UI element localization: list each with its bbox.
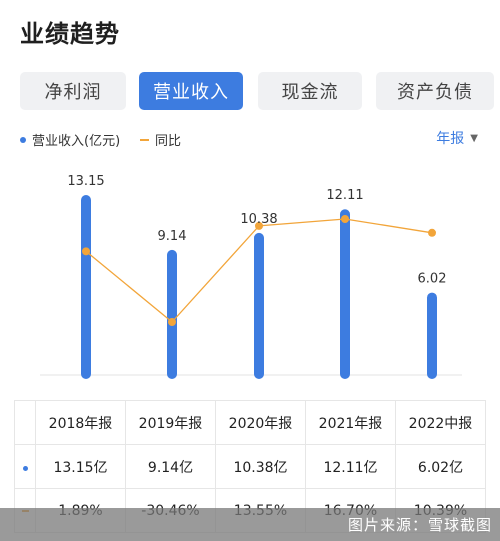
revenue-bar [254,232,264,379]
bar-value-label: 13.15 [67,174,104,189]
header-cell: 2019年报 [125,400,216,445]
caret-down-icon: ▼ [470,132,478,144]
tab-balance-sheet[interactable]: 资产负债 [376,72,494,110]
header-cell: 2020年报 [215,400,306,445]
table-header-row: 2018年报 2019年报 2020年报 2021年报 2022中报 [14,400,486,445]
header-cell: 2021年报 [305,400,396,445]
yoy-point [168,318,176,326]
period-label: 年报 [436,131,465,147]
image-source-label: 图片来源：雪球截图 [347,516,492,534]
yoy-point [255,221,263,230]
legend-yoy-label: 同比 [155,134,182,149]
yoy-point [82,247,90,256]
legend-yoy-marker-icon [140,138,149,141]
tab-cash-flow[interactable]: 现金流 [258,72,362,110]
period-selector[interactable]: 年报 ▼ [436,128,478,148]
image-source-banner: 图片来源：雪球截图 [0,508,500,541]
yoy-point [428,228,436,237]
revenue-bar [427,292,437,379]
yoy-points-group [82,215,436,326]
revenue-bar [81,195,91,379]
revenue-cell: 9.14亿 [125,444,216,489]
tab-revenue[interactable]: 营业收入 [139,72,243,110]
bar-value-label: 10.38 [240,212,277,227]
data-labels-group: 13.15 9.14 10.38 12.11 6.02 [67,174,446,287]
bar-value-label: 9.14 [158,229,187,244]
revenue-cell: 12.11亿 [305,444,396,489]
header-cell: 2022中报 [395,400,486,445]
metric-tabs: 净利润 营业收入 现金流 资产负债 [20,72,494,110]
bar-value-label: 12.11 [326,188,363,203]
legend-yoy: 同比 [140,130,181,149]
revenue-bar [340,209,350,379]
legend-revenue-marker-icon [20,136,26,143]
revenue-row-marker-icon [22,465,28,471]
revenue-bar [167,249,177,379]
bar-value-label: 6.02 [418,272,447,287]
revenue-chart: 13.15 9.14 10.38 12.11 6.02 [40,174,462,379]
legend-revenue-label: 营业收入(亿元) [32,134,121,149]
yoy-point [341,215,349,223]
legend-revenue: 营业收入(亿元) [20,130,120,149]
revenue-cell: 13.15亿 [35,444,126,489]
table-row-revenue: 13.15亿 9.14亿 10.38亿 12.11亿 6.02亿 [14,444,486,489]
header-cell: 2018年报 [35,400,126,445]
tab-net-profit[interactable]: 净利润 [20,72,126,110]
page-title: 业绩趋势 [20,20,120,48]
revenue-cell: 6.02亿 [395,444,486,489]
bars-group [81,195,437,379]
revenue-cell: 10.38亿 [215,444,306,489]
